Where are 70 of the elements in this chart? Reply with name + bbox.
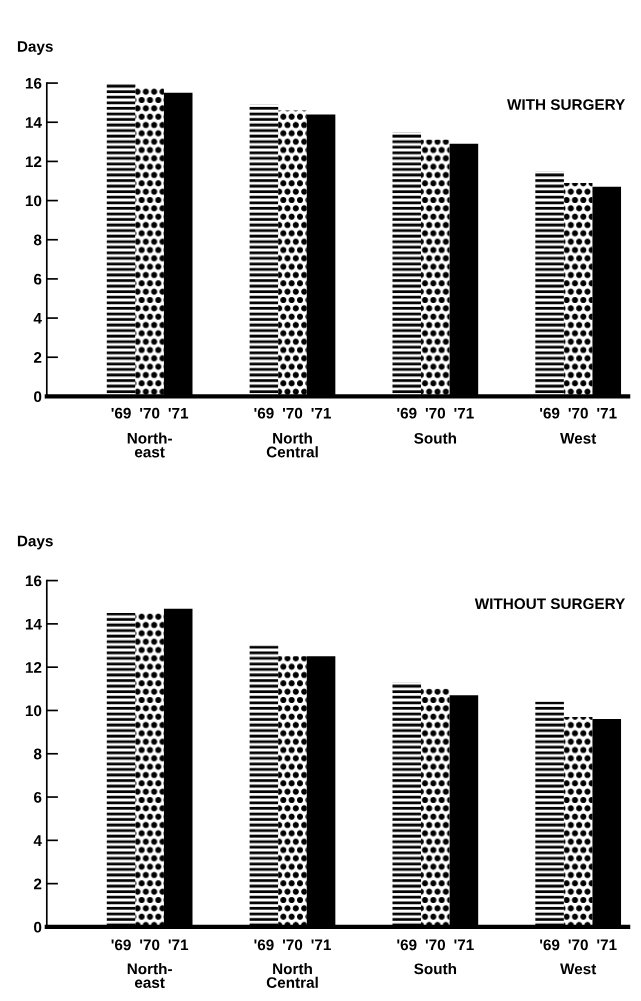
y-axis-title: Days [17,41,53,55]
y-tick-label: 2 [33,352,42,363]
series-label: '70 [140,939,160,951]
y-tick-label: 14 [25,117,42,128]
text: '69 [540,407,560,419]
text: '70 [425,407,446,419]
bar [421,688,450,927]
y-tick-label: 4 [33,313,42,324]
bar [106,83,136,397]
series-label: '69 [111,939,131,951]
x-tick-label: South [414,432,457,444]
y-tick-label: 16 [25,77,42,89]
series-label: '71 [168,939,189,951]
text: '71 [597,407,617,419]
series-label: '70 [140,407,160,419]
y-tick-label: 6 [33,791,42,803]
text: '69 [397,407,417,419]
y-tick-label: 0 [34,391,42,403]
series-label: '71 [168,407,189,419]
text: WITHOUT SURGERY [474,598,626,610]
text: '70 [282,939,303,951]
bar [535,171,564,397]
y-axis-title: Days [17,535,53,550]
y-tick-label: 16 [25,575,42,587]
text: '69 [540,939,560,951]
bar [278,110,307,397]
text: WITH SURGERY [507,99,626,110]
text: '69 [397,939,417,951]
y-tick-label: 12 [25,662,42,673]
y-tick-label: 4 [33,835,42,846]
x-tick-label: North- east [127,432,172,458]
text: '71 [311,939,331,951]
y-tick-label: 6 [33,273,42,285]
text: '69 [254,939,274,951]
bar [249,645,279,927]
x-tick-label: North Central [266,963,318,988]
bar [392,682,422,927]
series-label: '69 [111,407,131,419]
y-tick-label: 8 [33,748,42,760]
y-tick-label: 10 [25,705,42,717]
bar [135,613,164,927]
text: '71 [454,407,474,419]
y-tick-label: 8 [33,234,42,246]
bar [135,87,164,397]
bar [106,613,136,927]
text: '71 [454,939,474,951]
y-tick-label: 14 [25,618,42,630]
bar [421,139,450,397]
x-tick-label: West [560,963,597,975]
text: '70 [282,407,303,419]
x-tick-label: West [560,433,597,444]
text: '71 [597,939,617,951]
y-tick-label: 12 [25,156,42,167]
text: '71 [311,407,331,419]
bar [392,132,422,397]
bar [563,182,593,397]
y-tick-label: 0 [34,921,42,933]
x-tick-label: South [414,963,457,975]
y-tick-label: 2 [33,878,42,890]
bar [278,656,307,927]
bar [249,104,279,397]
x-tick-label: North Central [266,432,318,458]
text: '70 [568,407,588,419]
text: '69 [254,407,274,419]
text: '70 [568,939,588,951]
y-tick-label: 10 [25,195,42,207]
bar [535,701,564,927]
bar [563,716,593,927]
x-tick-label: North- east [127,963,172,988]
text: '70 [425,939,446,951]
